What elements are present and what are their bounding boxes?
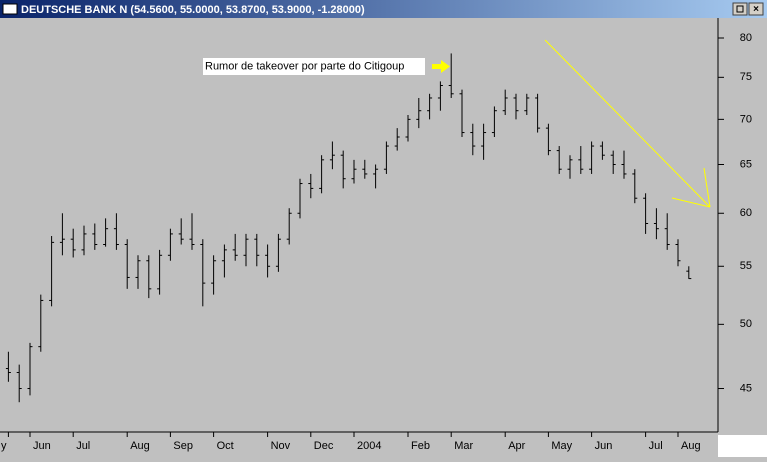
y-tick-label: 45	[740, 382, 752, 394]
chart-title-name: DEUTSCHE BANK N	[21, 4, 127, 16]
trend-arrow	[544, 39, 711, 208]
title-bar	[0, 0, 767, 18]
x-tick-label: Jun	[595, 440, 613, 452]
x-tick-label: Jun	[33, 440, 51, 452]
y-tick-label: 75	[740, 71, 752, 83]
restore-button[interactable]	[732, 2, 748, 16]
x-tick-label: Nov	[271, 440, 291, 452]
window-icon	[2, 3, 18, 15]
y-tick-label: 80	[740, 32, 752, 44]
restore-glyph	[736, 5, 744, 13]
x-tick-label: Sep	[173, 440, 193, 452]
x-tick-label: 2004	[357, 440, 381, 452]
annotation: Rumor de takeover por parte do Citigoup	[205, 60, 404, 72]
x-tick-label: Aug	[130, 440, 150, 452]
y-tick-label: 55	[740, 260, 752, 272]
chart-title: DEUTSCHE BANK N (54.5600, 55.0000, 53.87…	[21, 4, 365, 16]
y-tick-label: 65	[740, 158, 752, 170]
y-tick-label: 50	[740, 318, 752, 330]
chart-subtitle: (54.5600, 55.0000, 53.8700, 53.9000, -1.…	[130, 4, 365, 16]
annotation-box	[203, 58, 425, 75]
x-tick-label: Oct	[217, 440, 234, 452]
x-tick-label: Feb	[411, 440, 430, 452]
x-tick-label: Mar	[454, 440, 473, 452]
close-button[interactable]	[748, 2, 764, 16]
close-glyph: ×	[753, 4, 759, 15]
y-tick-label: 60	[740, 207, 752, 219]
x-tick-label: Jul	[76, 440, 90, 452]
y-tick-label: 70	[740, 113, 752, 125]
x-tick-label: Apr	[508, 440, 525, 452]
corner-box	[718, 435, 767, 457]
annotation-arrow	[432, 60, 450, 73]
x-tick-label: y	[1, 440, 7, 452]
x-tick-label: Aug	[681, 440, 701, 452]
x-tick-label: Jul	[649, 440, 663, 452]
x-tick-label: May	[551, 440, 572, 452]
x-tick-label: Dec	[314, 440, 334, 452]
